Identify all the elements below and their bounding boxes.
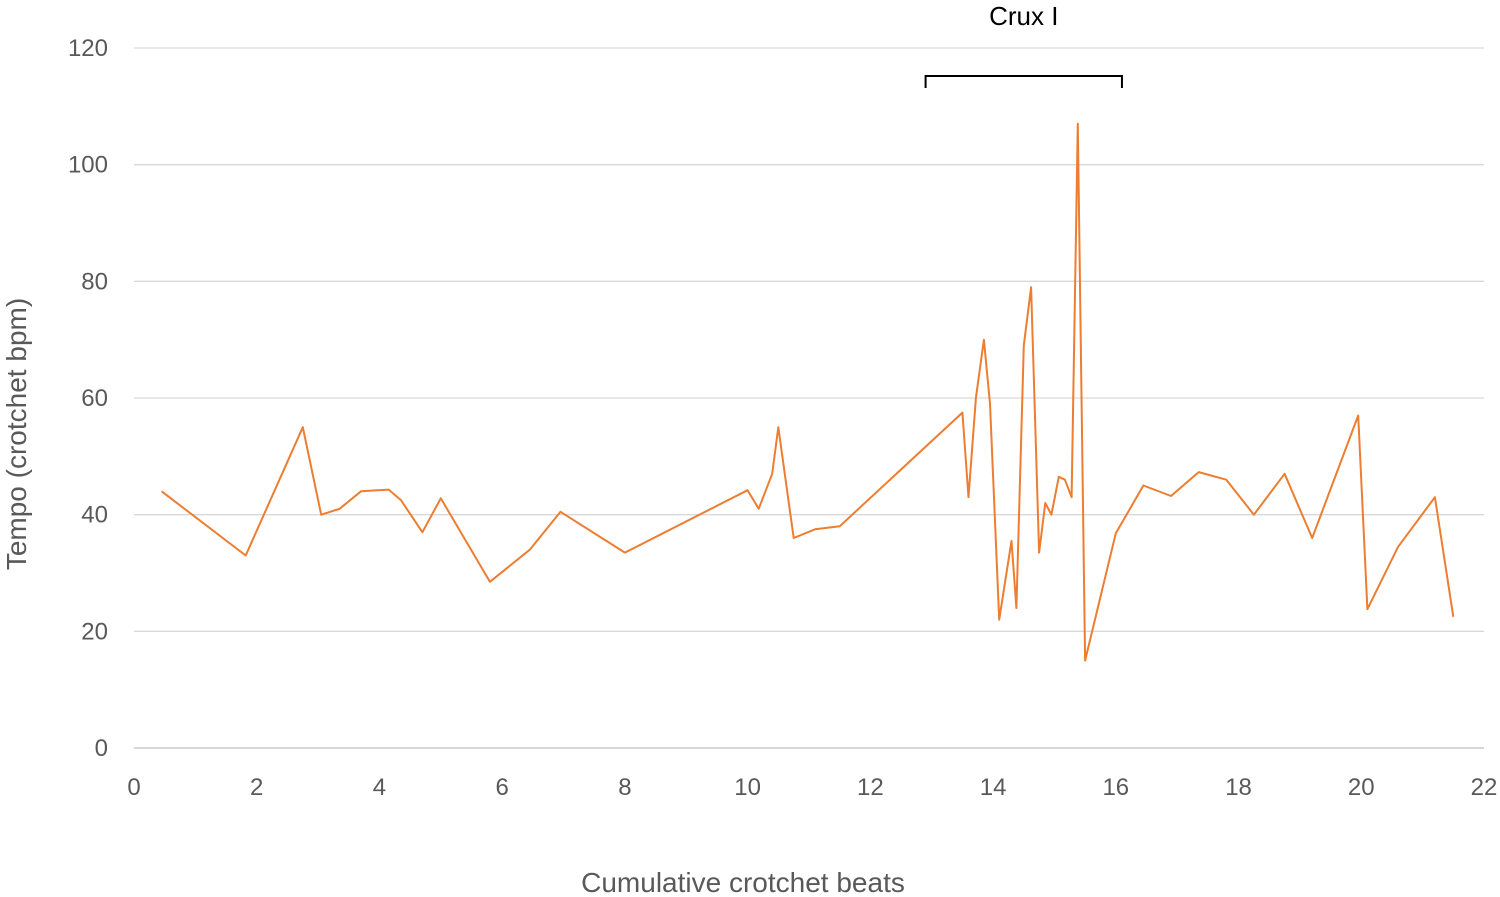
y-axis-title: Tempo (crotchet bpm) xyxy=(1,298,32,570)
x-tick-label: 8 xyxy=(618,774,631,801)
y-tick-label: 100 xyxy=(68,152,108,179)
x-tick-label: 22 xyxy=(1471,774,1498,801)
crux-annotation: Crux I xyxy=(924,1,1123,88)
x-tick-label: 20 xyxy=(1348,774,1375,801)
x-tick-label: 2 xyxy=(250,774,263,801)
x-tick-label: 6 xyxy=(496,774,509,801)
x-tick-label: 14 xyxy=(980,774,1007,801)
x-tick-label: 12 xyxy=(857,774,884,801)
y-tick-label: 80 xyxy=(81,268,108,295)
gridlines xyxy=(134,47,1484,632)
x-tick-label: 10 xyxy=(734,774,761,801)
tempo-series-line xyxy=(160,122,1455,662)
x-axis-title: Cumulative crotchet beats xyxy=(581,867,905,897)
y-tick-label: 40 xyxy=(81,502,108,529)
series-group xyxy=(160,122,1455,662)
crux-bracket xyxy=(924,75,1123,88)
x-tick-label: 16 xyxy=(1102,774,1129,801)
y-tick-label: 120 xyxy=(68,35,108,62)
x-tick-label: 18 xyxy=(1225,774,1252,801)
y-axis-ticks: 0 20 40 60 80 100 120 xyxy=(68,35,108,762)
x-tick-label: 4 xyxy=(373,774,386,801)
y-tick-label: 20 xyxy=(81,618,108,645)
x-axis-ticks: 0 2 4 6 8 10 12 14 16 18 20 22 xyxy=(127,774,1497,801)
y-tick-label: 0 xyxy=(95,735,108,762)
crux-label: Crux I xyxy=(989,1,1058,31)
y-tick-label: 60 xyxy=(81,385,108,412)
x-tick-label: 0 xyxy=(127,774,140,801)
